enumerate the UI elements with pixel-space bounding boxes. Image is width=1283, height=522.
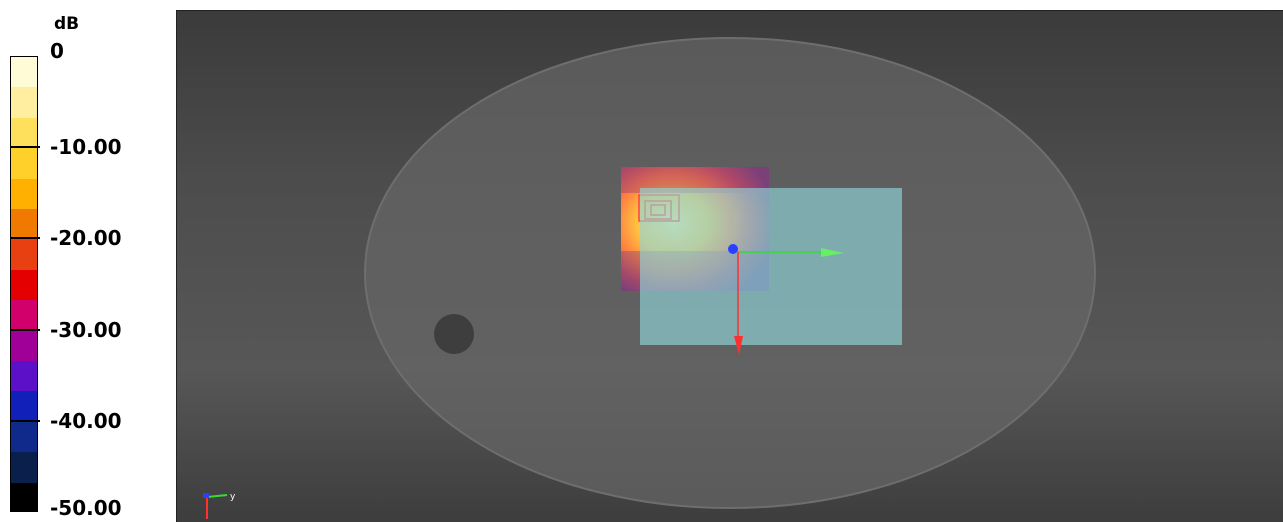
- legend-swatch: [11, 391, 37, 424]
- legend-tick-label: -20.00: [50, 226, 122, 251]
- 3d-viewport[interactable]: y: [176, 10, 1283, 522]
- legend-swatch: [11, 178, 37, 211]
- legend-swatch: [11, 330, 37, 363]
- legend-tick: [10, 237, 40, 240]
- legend-swatch: [11, 482, 37, 511]
- origin-marker: [728, 244, 738, 254]
- legend-tick-label: -10.00: [50, 135, 122, 160]
- legend-swatch: [11, 148, 37, 181]
- legend-swatch: [11, 209, 37, 241]
- legend-tick-label: -50.00: [50, 496, 122, 520]
- coordinate-axes: [728, 244, 844, 355]
- legend-swatch: [11, 452, 37, 485]
- legend-tick-label: -40.00: [50, 408, 122, 433]
- legend-swatch: [11, 269, 37, 302]
- legend-swatch: [11, 300, 37, 333]
- axis-triad: y: [203, 492, 236, 519]
- legend-swatch: [11, 239, 37, 272]
- legend-swatch: [11, 57, 37, 89]
- legend-swatch: [11, 361, 37, 393]
- legend-swatch: [11, 117, 37, 150]
- legend-tick: [10, 146, 40, 149]
- scene-canvas[interactable]: y: [177, 11, 1283, 522]
- axis-triad-y-label: y: [230, 492, 236, 502]
- legend-swatch: [11, 87, 37, 120]
- legend-tick-label: 0: [50, 39, 64, 64]
- legend-tick-label: -30.00: [50, 317, 122, 342]
- legend-unit-label: dB: [54, 14, 80, 34]
- feed-marker: [434, 314, 474, 354]
- legend-tick: [10, 419, 40, 422]
- legend-colour-bar: [10, 56, 38, 512]
- aperture-plane[interactable]: [640, 188, 902, 345]
- colour-legend: dB 0 -10.00 -20.00 -30.00 -40.00 -50.00: [0, 0, 176, 522]
- legend-tick: [10, 328, 40, 331]
- legend-swatch: [11, 421, 37, 454]
